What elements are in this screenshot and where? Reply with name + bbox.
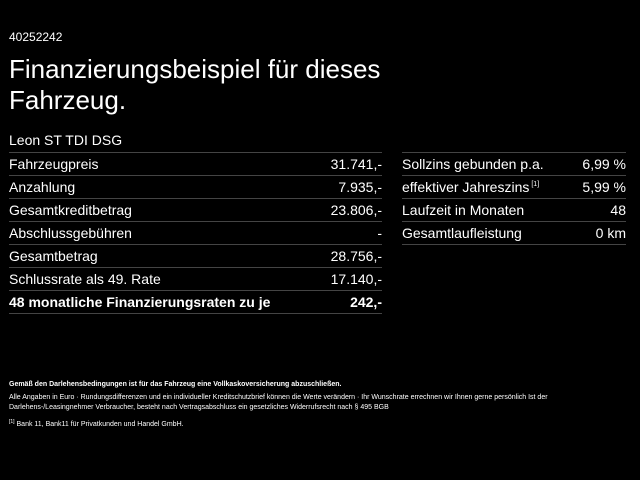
financing-table-left: Fahrzeugpreis 31.741,- Anzahlung 7.935,-… (9, 152, 382, 314)
row-label: Abschlussgebühren (9, 225, 132, 241)
offer-id: 40252242 (9, 30, 63, 44)
row-label: Laufzeit in Monaten (402, 202, 525, 218)
row-label: Sollzins gebunden p.a. (402, 156, 544, 172)
legal-notes: Gemäß den Darlehensbedingungen ist für d… (9, 380, 629, 430)
row-label: Schlussrate als 49. Rate (9, 271, 161, 287)
row-label: Fahrzeugpreis (9, 156, 99, 172)
effective-rate-label: effektiver Jahreszins (402, 179, 530, 195)
row-value: 48 (610, 202, 626, 218)
row-label: Gesamtlaufleistung (402, 225, 522, 241)
row-value: 23.806,- (330, 202, 382, 218)
row-label: 48 monatliche Finanzierungsraten zu je (9, 294, 271, 310)
footnote-ref: [1] (531, 181, 540, 188)
row-value: 28.756,- (330, 248, 382, 264)
table-row: Gesamtkreditbetrag 23.806,- (9, 199, 382, 222)
row-value: 0 km (595, 225, 626, 241)
table-row: Abschlussgebühren - (9, 222, 382, 245)
table-row: Fahrzeugpreis 31.741,- (9, 153, 382, 176)
disclaimer-note: Alle Angaben in Euro · Rundungsdifferenz… (9, 394, 548, 411)
row-label: effektiver Jahreszins [1] (402, 179, 539, 195)
row-value: 7.935,- (338, 179, 382, 195)
row-label: Gesamtbetrag (9, 248, 98, 264)
row-value: 17.140,- (330, 271, 382, 287)
vehicle-model: Leon ST TDI DSG (9, 132, 123, 148)
row-value: - (377, 225, 382, 241)
table-row: effektiver Jahreszins [1] 5,99 % (402, 176, 626, 199)
footnote-text: Bank 11, Bank11 für Privatkunden und Han… (16, 421, 184, 428)
footnote-mark: [1] (9, 419, 15, 425)
row-value: 242,- (350, 294, 382, 310)
financing-table-right: Sollzins gebunden p.a. 6,99 % effektiver… (402, 152, 626, 245)
table-row: Anzahlung 7.935,- (9, 176, 382, 199)
row-label: Gesamtkreditbetrag (9, 202, 132, 218)
monthly-rate-row: 48 monatliche Finanzierungsraten zu je 2… (9, 291, 382, 314)
row-value: 31.741,- (330, 156, 382, 172)
table-row: Schlussrate als 49. Rate 17.140,- (9, 268, 382, 291)
table-row: Laufzeit in Monaten 48 (402, 199, 626, 222)
insurance-note: Gemäß den Darlehensbedingungen ist für d… (9, 381, 342, 388)
page-title: Finanzierungsbeispiel für dieses Fahrzeu… (9, 54, 381, 115)
row-value: 5,99 % (582, 179, 626, 195)
table-row: Sollzins gebunden p.a. 6,99 % (402, 153, 626, 176)
row-value: 6,99 % (582, 156, 626, 172)
table-row: Gesamtlaufleistung 0 km (402, 222, 626, 245)
footnote: [1] Bank 11, Bank11 für Privatkunden und… (9, 417, 629, 430)
row-label: Anzahlung (9, 179, 76, 195)
table-row: Gesamtbetrag 28.756,- (9, 245, 382, 268)
